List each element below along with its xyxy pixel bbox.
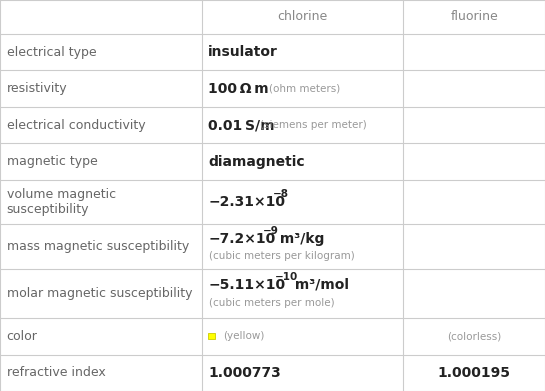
Text: volume magnetic
susceptibility: volume magnetic susceptibility	[7, 188, 116, 216]
Text: (cubic meters per mole): (cubic meters per mole)	[209, 298, 335, 308]
Text: (yellow): (yellow)	[223, 331, 265, 341]
Text: −2.31×10: −2.31×10	[208, 195, 285, 209]
Text: magnetic type: magnetic type	[7, 155, 98, 168]
Text: −10: −10	[275, 272, 298, 282]
Text: (cubic meters per kilogram): (cubic meters per kilogram)	[209, 251, 355, 261]
FancyBboxPatch shape	[208, 333, 215, 339]
Text: color: color	[7, 330, 38, 343]
Text: molar magnetic susceptibility: molar magnetic susceptibility	[7, 287, 192, 300]
Text: (siemens per meter): (siemens per meter)	[260, 120, 367, 130]
Text: electrical conductivity: electrical conductivity	[7, 118, 145, 132]
Text: (colorless): (colorless)	[447, 331, 501, 341]
Text: −7.2×10: −7.2×10	[208, 232, 275, 246]
Text: (ohm meters): (ohm meters)	[269, 84, 341, 93]
Text: 1.000773: 1.000773	[208, 366, 281, 380]
Text: −5.11×10: −5.11×10	[208, 278, 286, 292]
Text: electrical type: electrical type	[7, 46, 96, 59]
Text: mass magnetic susceptibility: mass magnetic susceptibility	[7, 240, 189, 253]
Text: 1.000195: 1.000195	[438, 366, 511, 380]
Text: insulator: insulator	[208, 45, 278, 59]
Text: m³/mol: m³/mol	[290, 278, 349, 292]
Text: refractive index: refractive index	[7, 366, 105, 379]
Text: m³/kg: m³/kg	[275, 232, 324, 246]
Text: 0.01 S/m: 0.01 S/m	[208, 118, 275, 132]
Text: fluorine: fluorine	[450, 11, 498, 23]
Text: diamagnetic: diamagnetic	[208, 154, 305, 169]
Text: −9: −9	[263, 226, 278, 236]
Text: chlorine: chlorine	[277, 11, 328, 23]
Text: 100 Ω m: 100 Ω m	[208, 82, 269, 96]
Text: resistivity: resistivity	[7, 82, 67, 95]
Text: −8: −8	[272, 188, 288, 199]
